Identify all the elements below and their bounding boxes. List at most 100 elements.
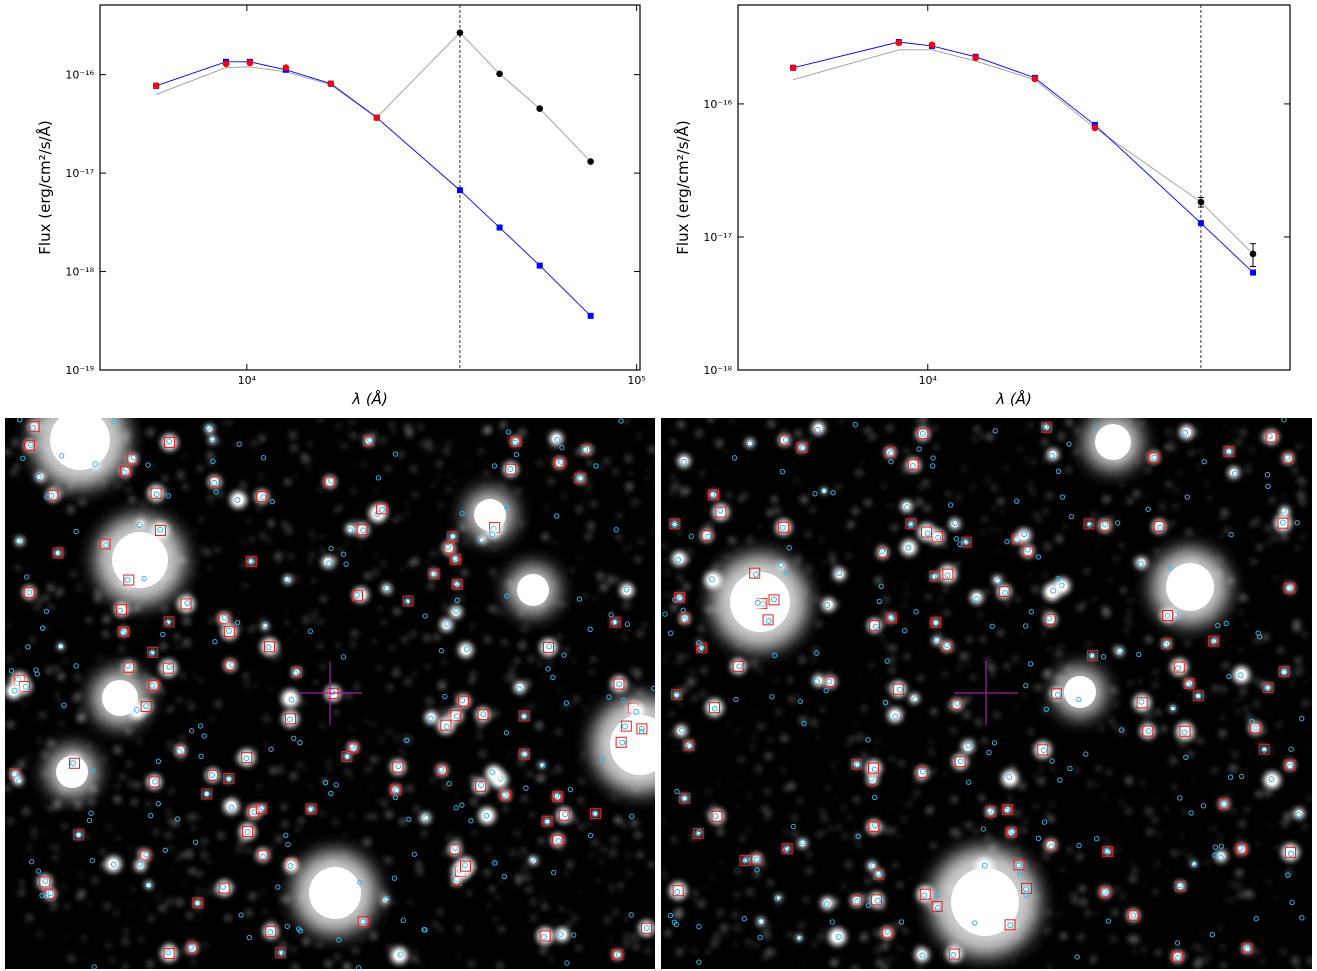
- noise: [418, 424, 424, 430]
- noise: [967, 824, 972, 829]
- noise: [834, 948, 836, 950]
- noise: [1282, 820, 1289, 827]
- noise: [818, 934, 824, 940]
- noise: [598, 858, 604, 864]
- noise: [1050, 766, 1055, 771]
- noise: [263, 890, 266, 893]
- noise: [796, 693, 800, 697]
- noise: [209, 619, 214, 624]
- noise: [775, 508, 781, 514]
- noise: [817, 831, 824, 838]
- noise: [308, 442, 312, 446]
- noise: [1035, 684, 1042, 691]
- noise: [1235, 869, 1243, 877]
- noise: [439, 911, 443, 915]
- noise: [821, 816, 827, 822]
- noise: [365, 769, 368, 772]
- noise: [795, 478, 799, 482]
- noise: [159, 904, 166, 911]
- noise: [745, 790, 747, 792]
- noise: [627, 853, 631, 857]
- star-core: [1282, 508, 1288, 514]
- data-point: [1250, 270, 1256, 276]
- series-line: [156, 33, 591, 162]
- noise: [598, 465, 603, 470]
- noise: [1212, 826, 1217, 831]
- noise: [618, 882, 624, 888]
- noise: [796, 557, 801, 562]
- noise: [1156, 832, 1160, 836]
- noise: [167, 706, 173, 712]
- noise: [590, 696, 593, 699]
- noise: [870, 663, 874, 667]
- noise: [17, 760, 25, 768]
- noise: [1049, 803, 1054, 808]
- noise: [1030, 459, 1036, 465]
- noise: [805, 907, 807, 909]
- noise: [342, 444, 347, 449]
- noise: [767, 880, 773, 886]
- noise: [289, 431, 297, 439]
- noise: [1305, 445, 1307, 447]
- noise: [732, 517, 734, 519]
- noise: [993, 506, 996, 509]
- noise: [867, 539, 871, 543]
- noise: [254, 683, 257, 686]
- noise: [394, 735, 400, 741]
- noise: [721, 924, 728, 931]
- noise: [260, 533, 265, 538]
- noise: [217, 832, 225, 840]
- star-core: [207, 426, 212, 431]
- noise: [200, 851, 207, 858]
- noise: [915, 418, 920, 423]
- noise: [263, 715, 271, 723]
- noise: [860, 752, 868, 760]
- noise: [511, 667, 515, 671]
- noise: [1012, 961, 1014, 963]
- noise: [249, 893, 255, 899]
- noise: [846, 744, 850, 748]
- noise: [846, 815, 851, 820]
- noise: [842, 833, 847, 838]
- noise: [352, 728, 355, 731]
- noise: [1042, 847, 1046, 851]
- noise: [1239, 821, 1245, 827]
- noise: [612, 909, 618, 915]
- star-core: [129, 456, 136, 463]
- noise: [162, 476, 168, 482]
- noise: [79, 708, 83, 712]
- noise: [86, 618, 91, 623]
- noise: [1076, 853, 1083, 860]
- noise: [905, 592, 910, 597]
- noise: [126, 728, 132, 734]
- noise: [337, 505, 342, 510]
- noise: [242, 583, 247, 588]
- noise: [997, 498, 1004, 505]
- data-point: [247, 59, 254, 66]
- data-point: [496, 71, 503, 78]
- star-core: [894, 684, 904, 694]
- noise: [1255, 842, 1258, 845]
- noise: [629, 684, 633, 688]
- noise: [491, 710, 498, 717]
- noise: [379, 889, 387, 897]
- noise: [439, 503, 443, 507]
- noise: [17, 650, 21, 654]
- noise: [1058, 662, 1061, 665]
- noise: [810, 507, 816, 513]
- noise: [705, 606, 712, 613]
- noise: [888, 756, 894, 762]
- noise: [931, 543, 936, 548]
- noise: [894, 943, 896, 945]
- noise: [1179, 740, 1186, 747]
- noise: [75, 801, 83, 809]
- noise: [1297, 478, 1300, 481]
- noise: [692, 679, 696, 683]
- noise: [126, 486, 132, 492]
- noise: [1095, 912, 1098, 915]
- noise: [943, 587, 948, 592]
- noise: [1119, 800, 1123, 804]
- noise: [1236, 883, 1242, 889]
- noise: [518, 642, 525, 649]
- noise: [338, 440, 340, 442]
